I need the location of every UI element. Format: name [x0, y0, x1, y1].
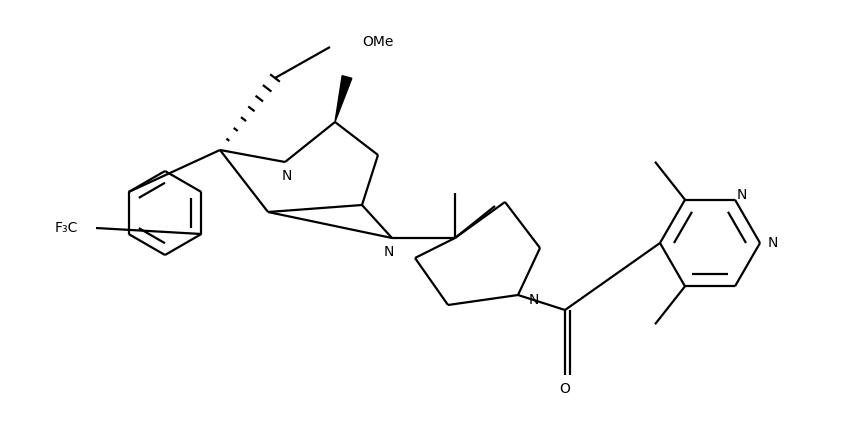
Text: O: O	[559, 382, 570, 396]
Text: OMe: OMe	[362, 35, 393, 49]
Text: N: N	[528, 293, 540, 307]
Text: F₃C: F₃C	[55, 221, 78, 235]
Polygon shape	[335, 76, 351, 122]
Text: N: N	[384, 245, 394, 259]
Text: N: N	[768, 236, 778, 250]
Text: N: N	[737, 188, 747, 202]
Text: N: N	[282, 169, 292, 183]
